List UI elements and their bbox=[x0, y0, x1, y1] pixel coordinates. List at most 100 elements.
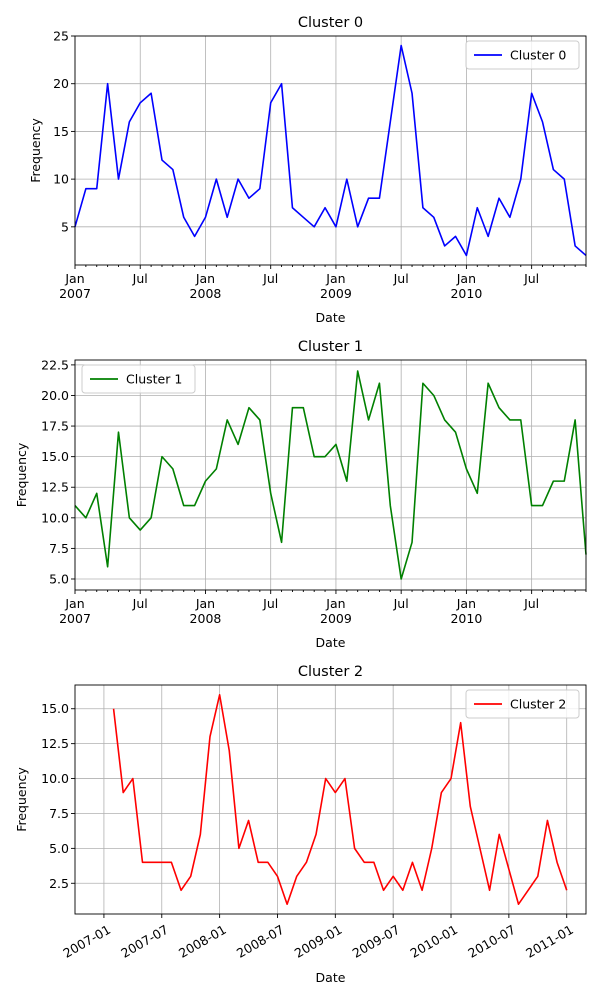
data-point bbox=[216, 468, 218, 470]
data-point bbox=[476, 207, 478, 209]
y-tick-label: 15.0 bbox=[41, 701, 69, 716]
data-point bbox=[476, 493, 478, 495]
chart-title: Cluster 0 bbox=[298, 15, 363, 31]
data-point bbox=[172, 468, 174, 470]
y-axis-label: Frequency bbox=[14, 442, 29, 507]
data-point bbox=[520, 419, 522, 421]
x-tick-label: 2007-01 bbox=[60, 922, 113, 961]
data-point bbox=[142, 862, 144, 864]
y-tick-label: 5 bbox=[61, 219, 69, 234]
data-point bbox=[489, 889, 491, 891]
data-point bbox=[219, 694, 221, 696]
x-tick-label: 2009-01 bbox=[292, 922, 345, 961]
data-point bbox=[421, 889, 423, 891]
data-point bbox=[487, 382, 489, 384]
data-point bbox=[563, 178, 565, 180]
data-point bbox=[363, 862, 365, 864]
x-tick-label: Jan bbox=[195, 271, 215, 286]
data-point bbox=[205, 480, 207, 482]
data-point bbox=[172, 169, 174, 171]
y-tick-label: 2.5 bbox=[49, 876, 69, 891]
data-point bbox=[306, 862, 308, 864]
x-tick-label: Jul bbox=[262, 271, 278, 286]
data-point bbox=[441, 792, 443, 794]
data-point bbox=[431, 848, 433, 850]
x-tick-label: Jul bbox=[132, 271, 148, 286]
data-point bbox=[190, 876, 192, 878]
data-point bbox=[392, 876, 394, 878]
data-point bbox=[335, 226, 337, 228]
x-tick-label: Jan bbox=[64, 271, 84, 286]
y-tick-label: 7.5 bbox=[49, 541, 69, 556]
data-point bbox=[574, 245, 576, 247]
legend-box bbox=[465, 689, 580, 719]
data-point bbox=[129, 121, 131, 123]
data-point bbox=[553, 480, 555, 482]
x-axis-label: Date bbox=[316, 635, 346, 650]
x-tick-year-label: 2007 bbox=[59, 611, 91, 626]
data-point bbox=[368, 197, 370, 199]
data-point bbox=[325, 778, 327, 780]
x-tick-label: Jan bbox=[325, 271, 345, 286]
data-point bbox=[281, 83, 283, 85]
data-point bbox=[150, 517, 152, 519]
plot-frame bbox=[74, 35, 587, 266]
data-point bbox=[470, 806, 472, 808]
data-point bbox=[357, 370, 359, 372]
y-tick-label: 15 bbox=[53, 124, 69, 139]
chart-panel-1: 5.07.510.012.515.017.520.022.5Jan2007Jul… bbox=[14, 339, 587, 650]
y-tick-label: 20 bbox=[53, 76, 69, 91]
x-tick-year-label: 2007 bbox=[59, 286, 91, 301]
x-tick-year-label: 2009 bbox=[320, 286, 352, 301]
data-point bbox=[315, 834, 317, 836]
x-tick-label: 2009-07 bbox=[350, 922, 403, 961]
data-point bbox=[324, 207, 326, 209]
data-point bbox=[296, 876, 298, 878]
data-point bbox=[248, 820, 250, 822]
data-point bbox=[122, 792, 124, 794]
data-point bbox=[346, 178, 348, 180]
data-point bbox=[161, 456, 163, 458]
data-point bbox=[411, 541, 413, 543]
data-point bbox=[150, 92, 152, 94]
data-point bbox=[248, 407, 250, 409]
y-tick-label: 22.5 bbox=[41, 357, 69, 372]
data-point bbox=[537, 876, 539, 878]
x-tick-label: 2008-07 bbox=[234, 922, 287, 961]
x-tick-year-label: 2010 bbox=[450, 611, 482, 626]
data-point bbox=[400, 45, 402, 47]
y-tick-label: 7.5 bbox=[49, 806, 69, 821]
data-point bbox=[444, 419, 446, 421]
data-point bbox=[390, 121, 392, 123]
data-point bbox=[216, 178, 218, 180]
data-point bbox=[450, 778, 452, 780]
x-tick-label: 2008-01 bbox=[176, 922, 229, 961]
data-point bbox=[357, 226, 359, 228]
series-line-0 bbox=[112, 693, 568, 906]
legend: Cluster 0 bbox=[465, 40, 580, 70]
x-tick-label: Jan bbox=[64, 596, 84, 611]
data-point bbox=[313, 226, 315, 228]
data-point bbox=[194, 236, 196, 238]
data-point bbox=[257, 862, 259, 864]
data-point bbox=[498, 834, 500, 836]
data-point bbox=[400, 578, 402, 580]
x-tick-label: 2007-07 bbox=[118, 922, 171, 961]
data-point bbox=[390, 505, 392, 507]
data-point bbox=[479, 848, 481, 850]
y-axis-label: Frequency bbox=[14, 767, 29, 832]
data-point bbox=[547, 820, 549, 822]
legend-box bbox=[81, 364, 196, 394]
data-point bbox=[161, 862, 163, 864]
legend-label: Cluster 2 bbox=[510, 697, 566, 712]
data-point bbox=[433, 395, 435, 397]
data-point bbox=[563, 480, 565, 482]
data-point bbox=[422, 382, 424, 384]
data-point bbox=[139, 102, 141, 104]
plot-frame bbox=[74, 359, 587, 591]
series-line-0 bbox=[74, 44, 587, 257]
data-point bbox=[205, 216, 207, 218]
data-point bbox=[379, 197, 381, 199]
